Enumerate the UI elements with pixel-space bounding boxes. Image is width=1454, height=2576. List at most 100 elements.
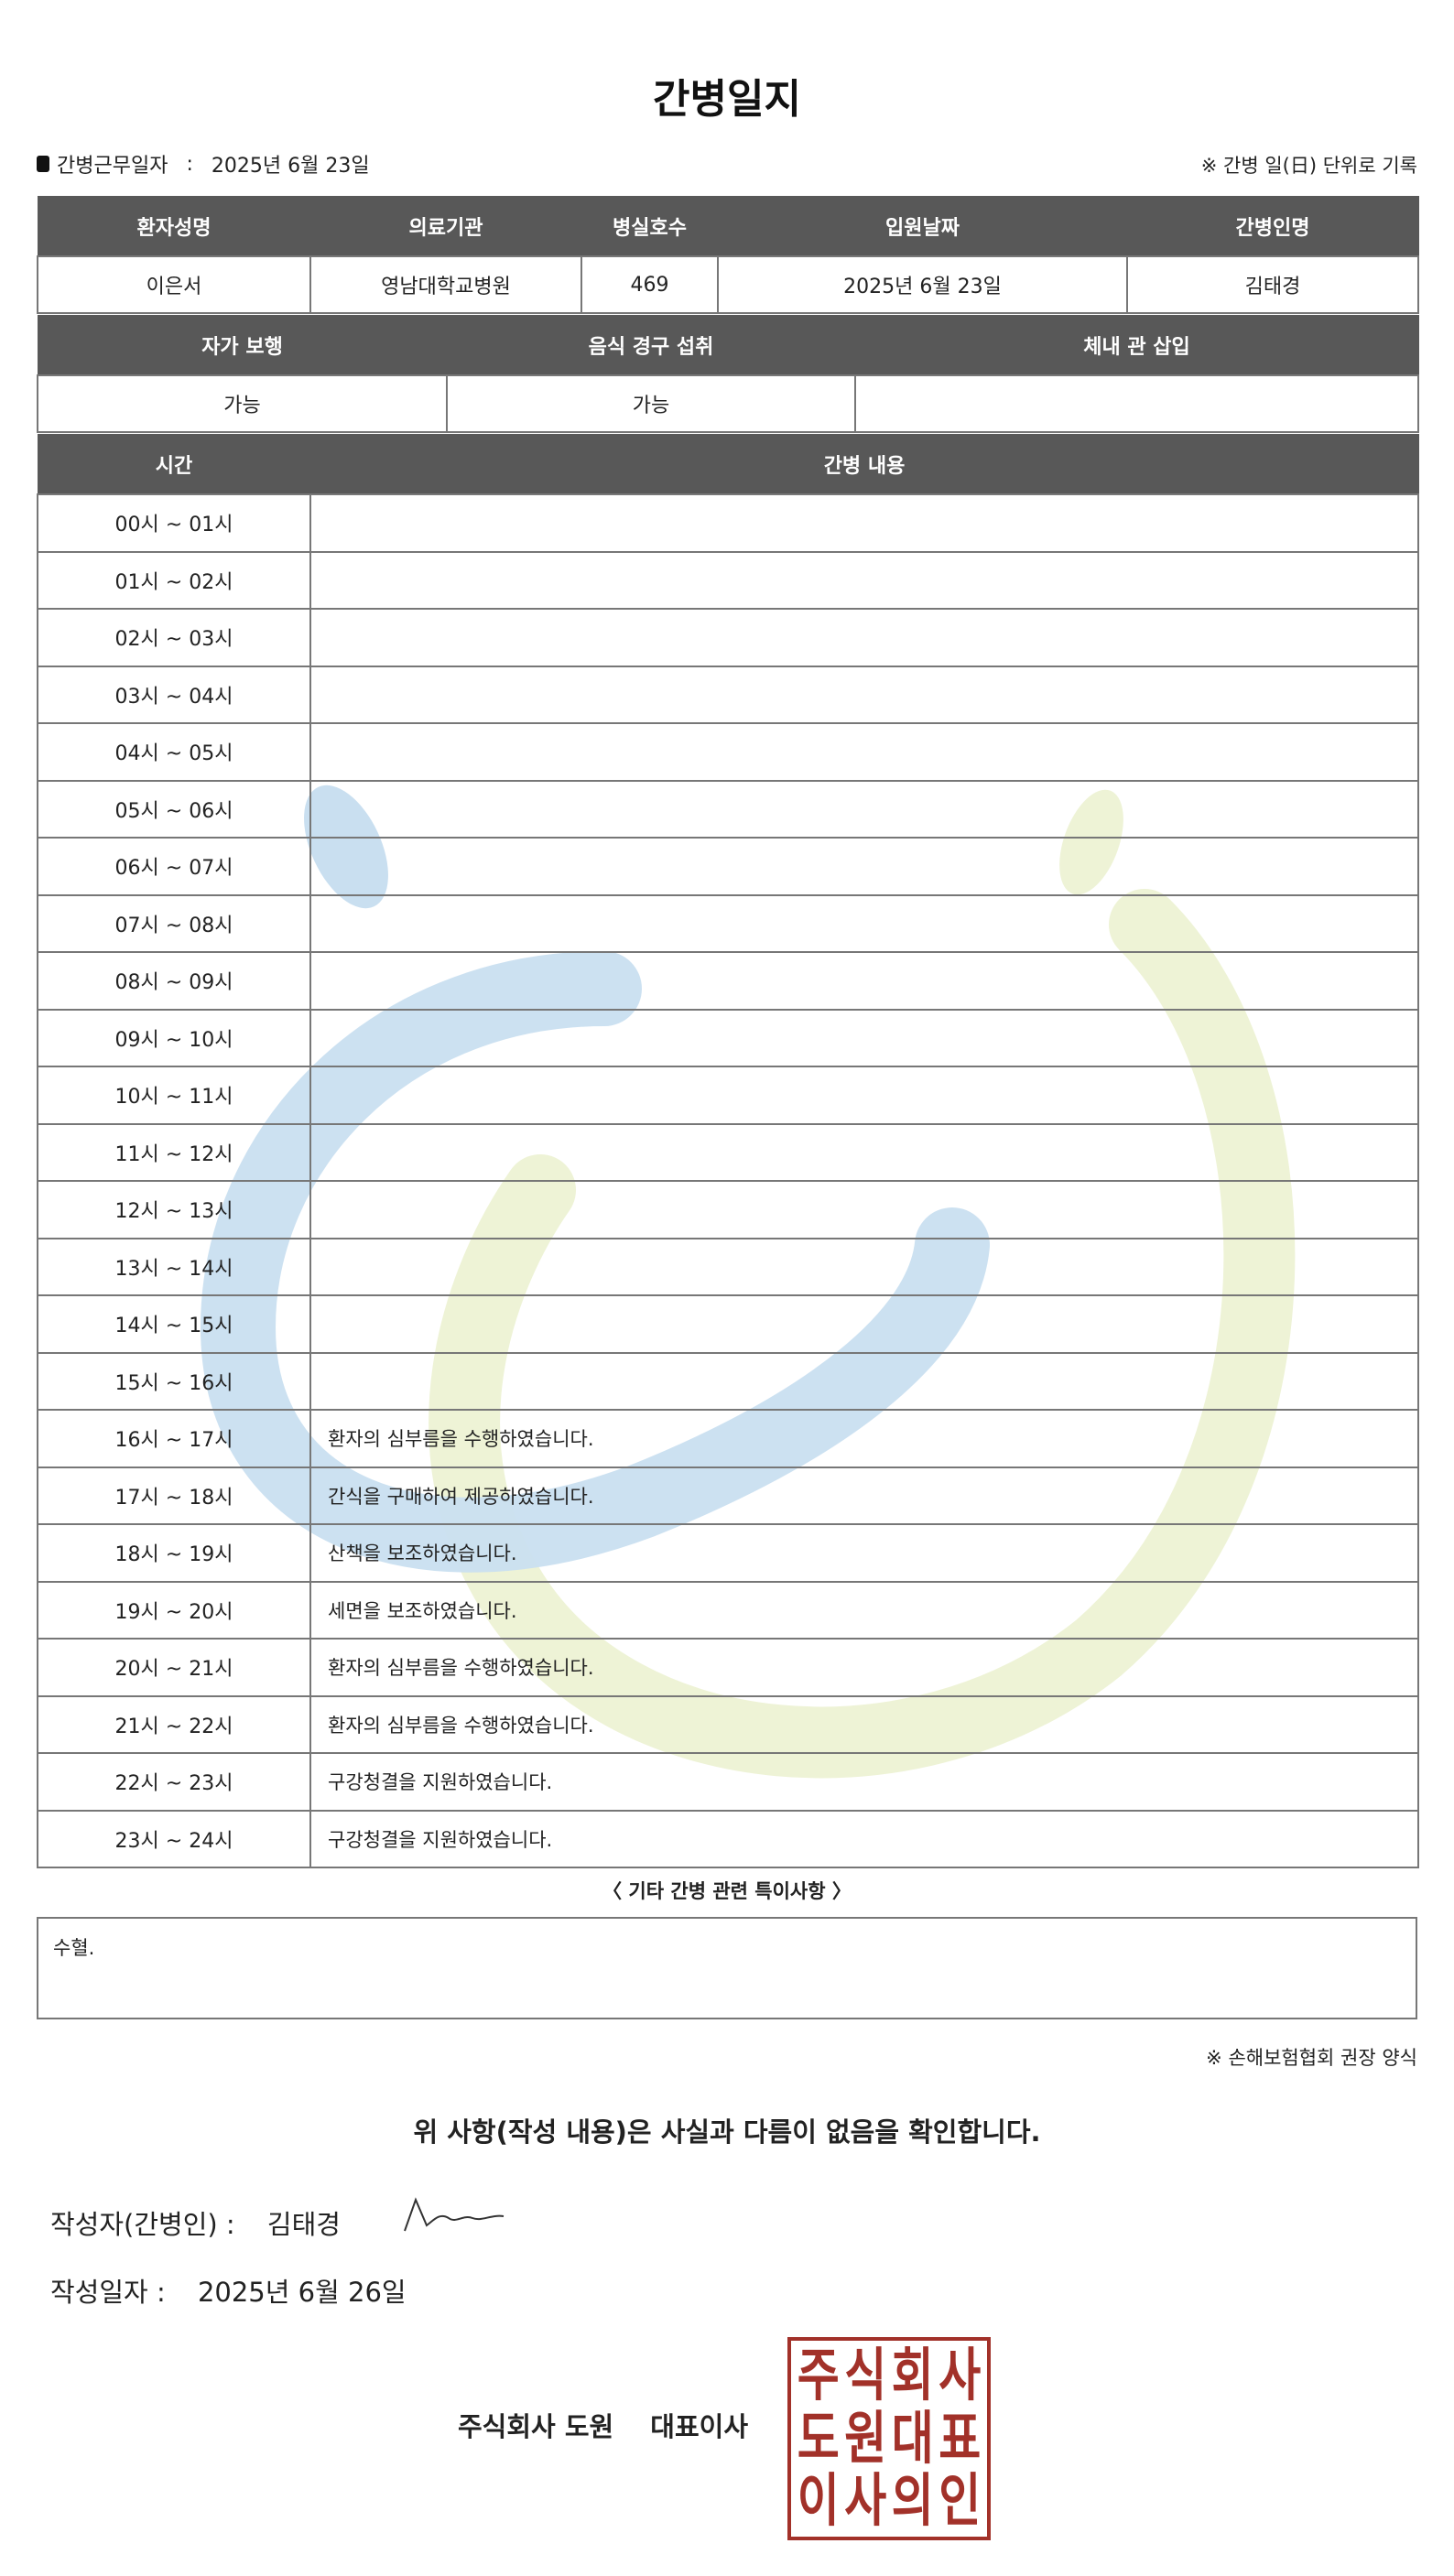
log-row: 14시 ~ 15시: [37, 1294, 1419, 1354]
log-content: [309, 1008, 1419, 1067]
log-content: [309, 493, 1419, 553]
header-walking: 자가 보행: [37, 315, 448, 376]
company: 주식회사 도원 대표이사: [458, 2406, 748, 2444]
stamp-char: 표: [939, 2405, 982, 2473]
log-time: 23시 ~ 24시: [37, 1809, 311, 1868]
log-row: 05시 ~ 06시: [37, 779, 1419, 839]
log-row: 17시 ~ 18시 간식을 구매하여 제공하였습니다.: [37, 1466, 1419, 1525]
header-time: 시간: [37, 434, 311, 495]
company-ceo-title: 대표이사: [650, 2411, 749, 2442]
log-content: [309, 1066, 1419, 1125]
log-content: 산책을 보조하였습니다.: [309, 1523, 1419, 1583]
log-row: 20시 ~ 21시 환자의 심부름을 수행하였습니다.: [37, 1638, 1419, 1697]
tube-value: [854, 374, 1419, 433]
log-time: 15시 ~ 16시: [37, 1351, 311, 1411]
log-row: 04시 ~ 05시: [37, 722, 1419, 782]
log-row: 18시 ~ 19시 산책을 보조하였습니다.: [37, 1523, 1419, 1583]
log-row: 13시 ~ 14시: [37, 1237, 1419, 1296]
room-number: 469: [581, 255, 719, 314]
log-content: [309, 722, 1419, 782]
caregiver-name: 김태경: [1126, 255, 1419, 314]
log-row: 07시 ~ 08시: [37, 893, 1419, 953]
log-time: 02시 ~ 03시: [37, 608, 311, 667]
walking-value: 가능: [37, 374, 448, 433]
log-content: [309, 837, 1419, 896]
log-row: 01시 ~ 02시: [37, 550, 1419, 610]
patient-table-header: 환자성명 의료기관 병실호수 입원날짜 간병인명: [37, 196, 1419, 257]
header-oral-intake: 음식 경구 섭취: [446, 315, 856, 376]
stamp-char: 식: [844, 2343, 887, 2409]
log-row: 10시 ~ 11시: [37, 1066, 1419, 1125]
log-content: 간식을 구매하여 제공하였습니다.: [309, 1466, 1419, 1525]
log-row: 09시 ~ 10시: [37, 1008, 1419, 1067]
log-content: [309, 1237, 1419, 1296]
duty-date-separator: :: [186, 152, 193, 176]
log-time: 13시 ~ 14시: [37, 1237, 311, 1296]
log-table: 시간 간병 내용 00시 ~ 01시 01시 ~ 02시 02시 ~ 03시 03시 …: [37, 434, 1419, 1868]
header-tube: 체내 관 삽입: [854, 315, 1419, 376]
log-time: 09시 ~ 10시: [37, 1008, 311, 1067]
status-table-header: 자가 보행 음식 경구 섭취 체내 관 삽입: [37, 315, 1419, 376]
log-row: 08시 ~ 09시: [37, 951, 1419, 1011]
log-time: 19시 ~ 20시: [37, 1580, 311, 1640]
stamp-char: 사: [939, 2343, 982, 2409]
log-time: 01시 ~ 02시: [37, 550, 311, 610]
log-content: [309, 893, 1419, 953]
writer-label: 작성자(간병인) :: [50, 2209, 235, 2240]
duty-date-value: 2025년 6월 23일: [211, 155, 370, 178]
bullet-square-icon: [37, 156, 49, 172]
stamp-char: 이: [797, 2468, 840, 2535]
log-content: 세면을 보조하였습니다.: [309, 1580, 1419, 1640]
stamp-char: 원: [844, 2405, 887, 2473]
log-time: 08시 ~ 09시: [37, 951, 311, 1011]
header-hospital: 의료기관: [309, 196, 582, 257]
log-row: 06시 ~ 07시: [37, 837, 1419, 896]
writer: 작성자(간병인) : 김태경: [50, 2197, 505, 2242]
stamp-char: 회: [891, 2343, 934, 2409]
duty-date-label: 간병근무일자: [57, 155, 168, 178]
oral-intake-value: 가능: [446, 374, 856, 433]
header-patient-name: 환자성명: [37, 196, 311, 257]
stamp-char: 사: [844, 2468, 887, 2535]
admission-date: 2025년 6월 23일: [717, 255, 1128, 314]
log-time: 21시 ~ 22시: [37, 1694, 311, 1754]
log-table-header: 시간 간병 내용: [37, 434, 1419, 495]
log-row: 16시 ~ 17시 환자의 심부름을 수행하였습니다.: [37, 1409, 1419, 1468]
hospital: 영남대학교병원: [309, 255, 582, 314]
log-time: 20시 ~ 21시: [37, 1638, 311, 1697]
log-row: 00시 ~ 01시: [37, 493, 1419, 553]
log-time: 17시 ~ 18시: [37, 1466, 311, 1525]
stamp-char: 인: [939, 2468, 982, 2535]
stamp-char: 주: [797, 2343, 840, 2409]
log-time: 07시 ~ 08시: [37, 893, 311, 953]
writer-name: 김태경: [266, 2209, 341, 2240]
etc-label: 〈 기타 간병 관련 특이사항 〉: [602, 1880, 852, 1902]
log-time: 16시 ~ 17시: [37, 1409, 311, 1468]
written-date-value: 2025년 6월 26일: [197, 2277, 407, 2308]
patient-name: 이은서: [37, 255, 311, 314]
log-content: [309, 665, 1419, 724]
log-content: [309, 779, 1419, 839]
note-bottom: ※ 손해보험협회 권장 양식: [1206, 2047, 1417, 2069]
confirmation-statement: 위 사항(작성 내용)은 사실과 다름이 없음을 확인합니다.: [413, 2116, 1041, 2148]
log-content: 환자의 심부름을 수행하였습니다.: [309, 1409, 1419, 1468]
log-content: [309, 1351, 1419, 1411]
log-time: 06시 ~ 07시: [37, 837, 311, 896]
log-content: 구강청결을 지원하였습니다.: [309, 1752, 1419, 1812]
log-row: 19시 ~ 20시 세면을 보조하였습니다.: [37, 1580, 1419, 1640]
log-time: 22시 ~ 23시: [37, 1752, 311, 1812]
log-content: [309, 1122, 1419, 1182]
log-row: 03시 ~ 04시: [37, 665, 1419, 724]
log-row: 12시 ~ 13시: [37, 1180, 1419, 1239]
header-caregiver: 간병인명: [1126, 196, 1419, 257]
log-content: [309, 1180, 1419, 1239]
written-date: 작성일자 : 2025년 6월 26일: [50, 2271, 407, 2310]
log-content: [309, 550, 1419, 610]
log-row: 21시 ~ 22시 환자의 심부름을 수행하였습니다.: [37, 1694, 1419, 1754]
stamp-char: 대: [891, 2405, 934, 2473]
note-top: ※ 간병 일(日) 단위로 기록: [1200, 155, 1417, 177]
log-row: 02시 ~ 03시: [37, 608, 1419, 667]
log-row: 23시 ~ 24시 구강청결을 지원하였습니다.: [37, 1809, 1419, 1868]
log-row: 11시 ~ 12시: [37, 1122, 1419, 1182]
log-content: [309, 1294, 1419, 1354]
